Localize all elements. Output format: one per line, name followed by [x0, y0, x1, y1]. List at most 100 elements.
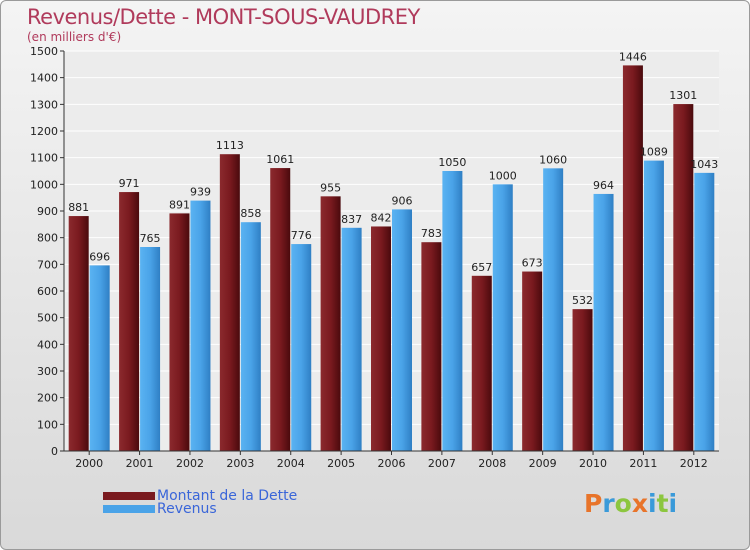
bar-dette	[270, 168, 291, 452]
data-label: 955	[320, 181, 341, 194]
y-tick-label: 700	[37, 258, 58, 271]
chart-subtitle: (en milliers d'€)	[27, 30, 122, 44]
plot-area	[64, 51, 719, 451]
y-tick-label: 900	[37, 205, 58, 218]
data-label: 842	[371, 211, 392, 224]
y-tick-label: 1100	[30, 152, 58, 165]
x-tick-label: 2000	[75, 457, 103, 470]
x-tick-label: 2008	[478, 457, 506, 470]
y-tick-label: 400	[37, 338, 58, 351]
x-tick-label: 2005	[327, 457, 355, 470]
data-label: 532	[572, 294, 593, 307]
proxiti-logo: Proxiti	[584, 489, 677, 518]
x-tick-label: 2006	[378, 457, 406, 470]
data-label: 1050	[438, 156, 466, 169]
x-tick-label: 2003	[226, 457, 254, 470]
x-tick-label: 2001	[126, 457, 154, 470]
plot-background	[64, 51, 719, 451]
data-label: 906	[392, 194, 413, 207]
y-tick-label: 0	[51, 445, 58, 458]
data-label: 1089	[640, 146, 668, 159]
data-label: 1043	[690, 158, 718, 171]
y-tick-label: 300	[37, 365, 58, 378]
data-label: 1060	[539, 153, 567, 166]
bar-revenus	[140, 247, 161, 451]
bar-dette	[119, 192, 140, 452]
data-label: 837	[341, 213, 362, 226]
bar-revenus	[492, 184, 513, 452]
data-label: 776	[291, 229, 312, 242]
data-label: 891	[169, 198, 190, 211]
x-tick-label: 2010	[579, 457, 607, 470]
bar-dette	[471, 275, 492, 451]
data-label: 1301	[669, 89, 697, 102]
logo-letter: P	[584, 489, 603, 518]
data-label: 657	[471, 261, 492, 274]
x-axis-ticks: 2000 2001 2002 2003 2004 2005 2006 2007 2008 2009…	[75, 451, 708, 470]
logo-letter: i	[648, 489, 657, 518]
y-tick-label: 1200	[30, 125, 58, 138]
bar-revenus	[694, 172, 715, 451]
bar-revenus	[89, 265, 110, 451]
bar-revenus	[291, 244, 312, 451]
x-tick-label: 2002	[176, 457, 204, 470]
y-axis-ticks: 0 100 200 300 400 500 600 700 800 900 1000 1100 1200…	[30, 45, 64, 458]
bar-revenus	[543, 168, 564, 452]
bar-dette	[673, 104, 694, 452]
bar-dette	[320, 196, 341, 451]
bar-dette	[219, 154, 240, 451]
bar-revenus	[341, 227, 362, 451]
data-label: 1446	[619, 50, 647, 63]
legend-swatch-revenus	[103, 505, 155, 513]
y-tick-label: 1400	[30, 72, 58, 85]
bar-dette	[371, 226, 391, 451]
data-label: 881	[68, 201, 89, 214]
y-tick-label: 800	[37, 232, 58, 245]
bar-dette	[68, 216, 89, 451]
y-tick-label: 200	[37, 392, 58, 405]
bar-revenus	[442, 171, 463, 451]
logo-letter: x	[631, 489, 648, 518]
bar-dette	[522, 271, 543, 451]
bar-dette	[572, 309, 593, 451]
data-label: 696	[89, 250, 110, 263]
y-tick-label: 1000	[30, 178, 58, 191]
logo-letter: i	[668, 489, 678, 518]
legend-label-debt: Montant de la Dette	[157, 488, 298, 504]
legend-swatch-debt	[103, 492, 155, 500]
data-label: 765	[140, 232, 161, 245]
bar-revenus	[240, 222, 261, 451]
data-label: 1000	[489, 169, 517, 182]
y-tick-label: 500	[37, 312, 58, 325]
data-label: 1061	[266, 153, 294, 166]
y-tick-label: 600	[37, 285, 58, 298]
chart-title: Revenus/Dette - MONT-SOUS-VAUDREY	[27, 5, 420, 29]
legend-label-revenus: Revenus	[157, 501, 217, 517]
data-label: 783	[421, 227, 442, 240]
bar-revenus	[190, 200, 211, 451]
logo-letter: t	[656, 489, 669, 518]
x-tick-label: 2007	[428, 457, 456, 470]
data-label: 1113	[216, 139, 244, 152]
bar-dette	[622, 65, 643, 452]
data-label: 971	[119, 177, 140, 190]
bar-dette	[421, 242, 442, 451]
x-tick-label: 2004	[277, 457, 305, 470]
legend-item-revenus: Revenus	[103, 501, 217, 517]
logo-letter: r	[602, 489, 615, 518]
bar-revenus	[392, 209, 412, 451]
data-label: 673	[522, 257, 543, 270]
data-label: 964	[593, 179, 614, 192]
data-label: 939	[190, 186, 211, 199]
y-tick-label: 1300	[30, 98, 58, 111]
x-tick-label: 2011	[629, 457, 657, 470]
bars	[68, 65, 715, 452]
legend-item-debt: Montant de la Dette	[103, 488, 297, 504]
y-tick-label: 100	[37, 418, 58, 431]
x-tick-label: 2012	[680, 457, 708, 470]
data-label: 858	[240, 207, 261, 220]
bar-dette	[169, 213, 190, 451]
